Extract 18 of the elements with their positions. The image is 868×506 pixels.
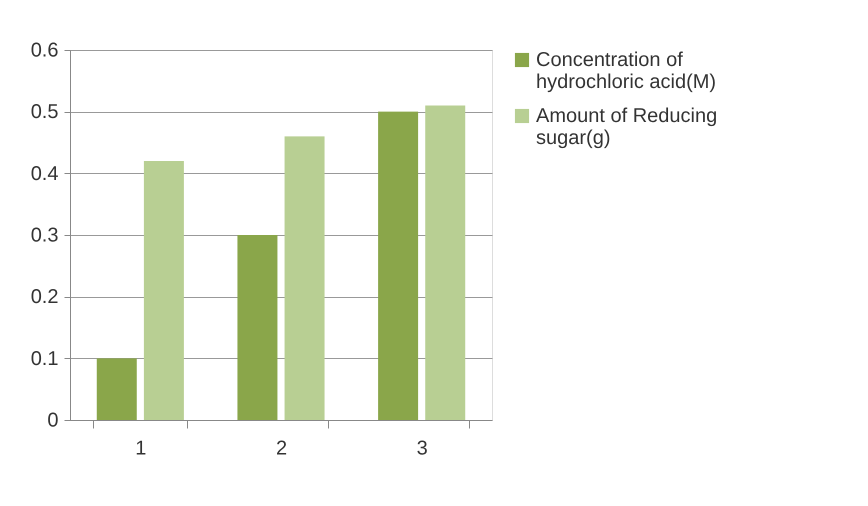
legend-label: Amount of Reducing sugar(g) [536, 105, 718, 149]
y-tick-label: 0.3 [30, 224, 58, 246]
x-tick-label: 2 [276, 438, 288, 460]
y-tick-label: 0 [47, 410, 58, 432]
bar [96, 358, 137, 420]
y-tick-label: 0.5 [30, 101, 58, 124]
y-tick-label: 0.6 [30, 40, 58, 62]
bar [425, 106, 466, 420]
bar [144, 161, 184, 420]
bar [378, 112, 418, 420]
y-tick-label: 0.1 [30, 348, 58, 370]
y-tick-label: 0.2 [30, 286, 58, 308]
x-tick-label: 1 [135, 438, 146, 460]
legend-label: Concentration of hydrochloric acid(M) [536, 49, 716, 93]
y-tick-label: 0.4 [30, 162, 58, 185]
x-tick-label: 3 [416, 438, 428, 460]
bar [237, 235, 278, 420]
bar [284, 136, 325, 420]
